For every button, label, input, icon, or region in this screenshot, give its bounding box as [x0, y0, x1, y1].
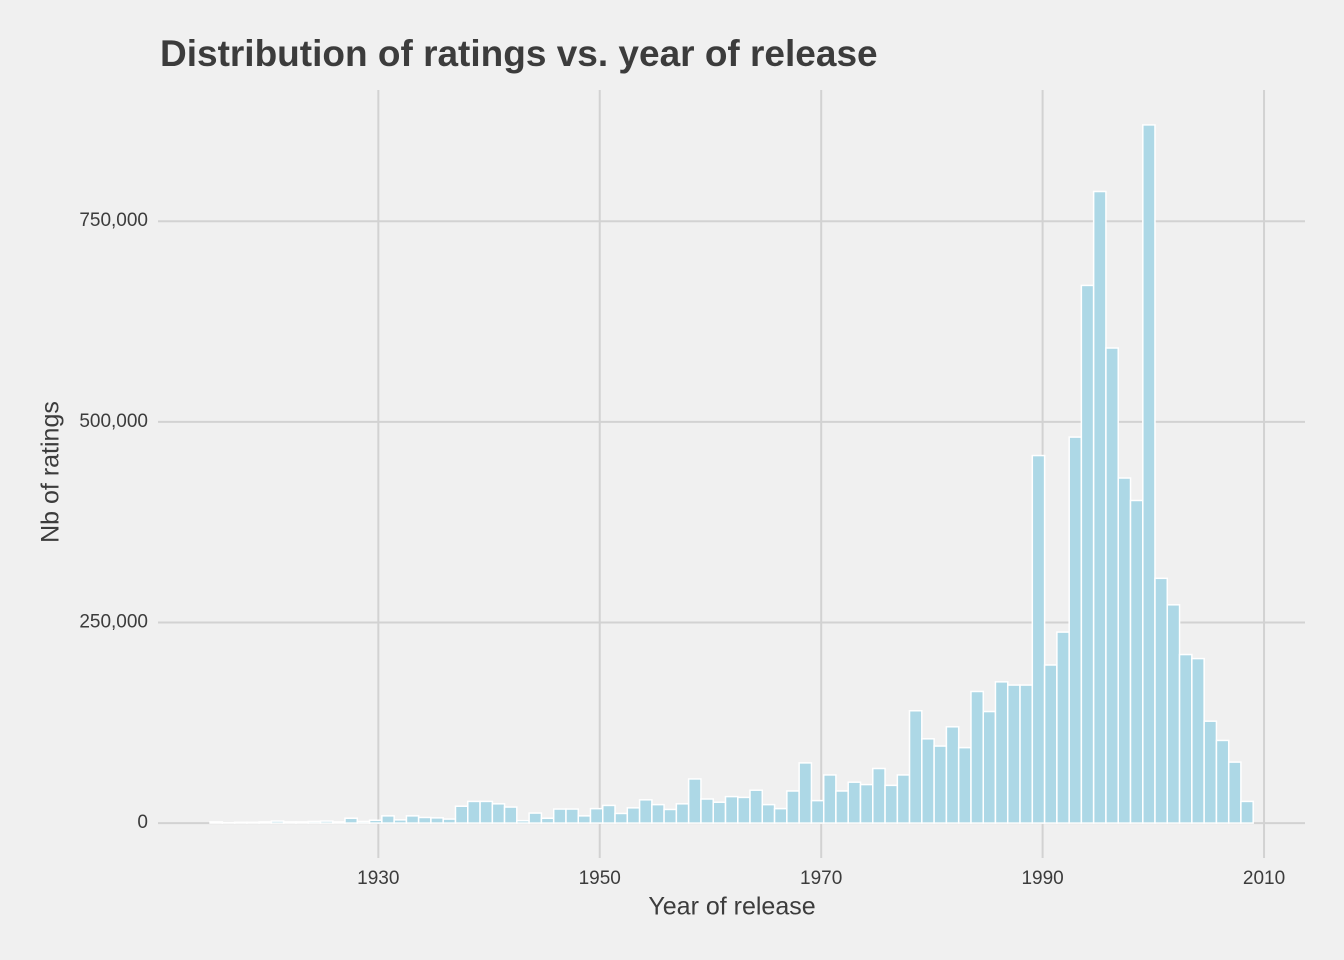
- bar: [1203, 720, 1218, 824]
- bar: [626, 807, 641, 824]
- bar: [601, 804, 616, 824]
- bar: [982, 710, 997, 824]
- bar: [835, 790, 849, 824]
- y-axis-label: Nb of ratings: [37, 401, 65, 543]
- bar: [344, 817, 359, 824]
- bar: [307, 820, 322, 824]
- bar: [884, 784, 899, 824]
- bar: [282, 821, 297, 824]
- bar: [614, 812, 629, 824]
- bar: [430, 817, 444, 824]
- bar: [724, 795, 739, 824]
- bar: [479, 800, 494, 824]
- bar: [332, 821, 346, 824]
- bar: [319, 820, 334, 824]
- bar: [822, 774, 837, 824]
- bar: [491, 803, 506, 824]
- bar: [651, 803, 665, 824]
- x-tick-label: 1950: [579, 868, 621, 889]
- bar: [761, 803, 776, 824]
- bar: [1019, 684, 1034, 824]
- bar: [1068, 436, 1083, 824]
- bar: [454, 805, 469, 824]
- bar: [872, 767, 886, 824]
- bar: [798, 762, 813, 824]
- bar: [859, 783, 874, 824]
- bar: [1092, 190, 1107, 824]
- y-tick-label: 250,000: [79, 611, 148, 632]
- y-tick-label: 0: [137, 812, 148, 833]
- bar: [1031, 454, 1046, 824]
- bar: [700, 798, 714, 824]
- bar: [356, 820, 371, 824]
- bar: [1043, 664, 1058, 824]
- bar: [368, 819, 383, 824]
- bar: [1166, 604, 1181, 824]
- bar: [1154, 577, 1169, 824]
- y-tick-label: 750,000: [79, 210, 148, 231]
- bar: [442, 818, 457, 824]
- x-tick-label: 1970: [800, 868, 842, 889]
- y-tick-label: 500,000: [79, 411, 148, 432]
- bar: [1129, 499, 1144, 824]
- bar: [258, 821, 273, 824]
- bar: [810, 799, 825, 824]
- bar: [1142, 124, 1156, 824]
- bar: [540, 817, 555, 824]
- bar: [295, 821, 309, 824]
- bar: [896, 774, 911, 824]
- bar: [1117, 477, 1132, 824]
- bar: [552, 808, 567, 824]
- bar: [749, 789, 764, 824]
- bar: [908, 709, 923, 824]
- bar: [381, 815, 395, 824]
- x-tick-label: 1990: [1021, 868, 1063, 889]
- bar: [528, 812, 543, 824]
- bar: [712, 801, 727, 824]
- bar: [921, 738, 935, 824]
- bar: [1215, 739, 1230, 824]
- bar: [773, 807, 788, 824]
- bar: [687, 778, 702, 824]
- bar: [209, 821, 224, 824]
- bar: [970, 690, 985, 824]
- x-axis-label: Year of release: [648, 893, 815, 921]
- bar: [467, 800, 481, 824]
- bar: [1191, 657, 1205, 824]
- x-tick-label: 2010: [1243, 868, 1285, 889]
- bar: [417, 816, 432, 824]
- bar: [565, 808, 580, 824]
- bar: [393, 819, 408, 824]
- bar: [1056, 631, 1070, 824]
- bar: [847, 781, 862, 824]
- bar: [405, 815, 420, 824]
- x-tick-label: 1930: [357, 868, 399, 889]
- bar: [503, 806, 518, 824]
- bar: [233, 821, 248, 824]
- bar: [737, 796, 751, 824]
- bar: [663, 808, 678, 824]
- bar: [1240, 800, 1254, 824]
- bar: [1178, 653, 1193, 824]
- bar: [945, 726, 960, 824]
- bar: [1105, 347, 1119, 824]
- bar: [994, 681, 1009, 824]
- bar: [516, 819, 530, 824]
- bar: [933, 745, 948, 824]
- bar: [957, 746, 972, 824]
- bar: [577, 815, 592, 824]
- bar: [1227, 761, 1242, 824]
- bar: [1006, 684, 1021, 824]
- bar: [246, 821, 260, 824]
- chart-title: Distribution of ratings vs. year of rele…: [160, 33, 878, 74]
- bar: [675, 803, 690, 824]
- bar: [638, 799, 653, 824]
- bar: [270, 820, 285, 824]
- bar: [1080, 284, 1095, 824]
- bar: [786, 790, 800, 824]
- bar: [589, 807, 604, 824]
